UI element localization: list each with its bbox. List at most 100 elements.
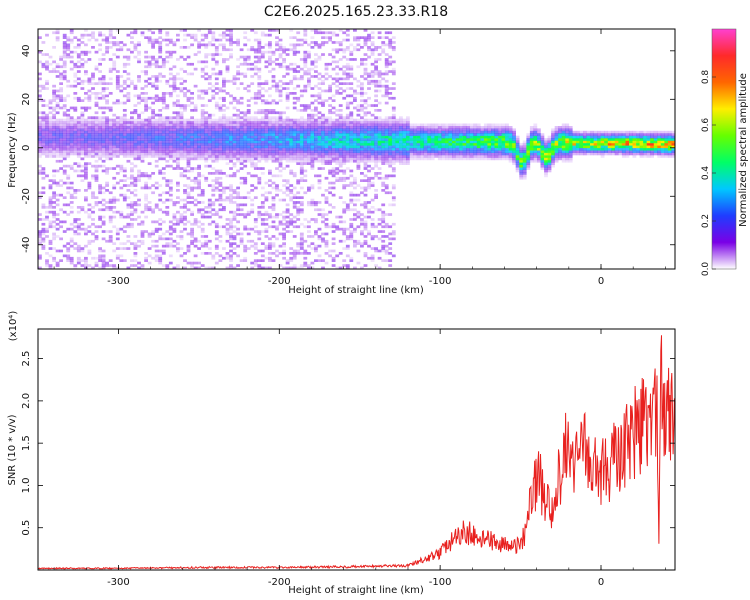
heatmap-cell (66, 55, 71, 59)
heatmap-cell (80, 121, 85, 124)
heatmap-cell (200, 152, 205, 156)
heatmap-cell (321, 155, 325, 158)
heatmap-cell (349, 126, 354, 129)
heatmap-cell (374, 193, 378, 197)
heatmap-cell (356, 249, 361, 253)
heatmap-cell (48, 264, 53, 267)
heatmap-cell (140, 87, 145, 90)
heatmap-cell (268, 252, 272, 255)
heatmap-cell (338, 123, 343, 127)
heatmap-cell (445, 157, 449, 161)
heatmap-cell (342, 169, 347, 173)
heatmap-cell (38, 121, 42, 124)
heatmap-cell (161, 191, 166, 195)
heatmap-cell (331, 206, 336, 209)
heatmap-cell (84, 123, 88, 127)
heatmap-cell (190, 196, 194, 199)
heatmap-cell (55, 36, 60, 39)
heatmap-cell (158, 145, 163, 149)
heatmap-cell (246, 172, 251, 175)
heatmap-cell (98, 138, 102, 141)
heatmap-cell (303, 70, 308, 73)
heatmap-cell (158, 116, 163, 119)
heatmap-cell (243, 181, 248, 185)
heatmap-cell (275, 193, 279, 197)
heatmap-cell (38, 242, 42, 245)
heatmap-cell (363, 77, 368, 81)
heatmap-cell (165, 145, 170, 149)
heatmap-cell (147, 138, 152, 141)
heatmap-cell (388, 60, 393, 64)
heatmap-cell (158, 113, 163, 117)
heatmap-cell (363, 264, 368, 267)
heatmap-cell (370, 206, 375, 209)
heatmap-cell (423, 140, 428, 144)
heatmap-cell (80, 126, 85, 129)
heatmap-cell (324, 213, 329, 216)
heatmap-cell (59, 237, 63, 241)
heatmap-cell (236, 126, 240, 129)
heatmap-cell (246, 147, 251, 151)
heatmap-cell (211, 147, 216, 151)
heatmap-cell (105, 172, 109, 175)
heatmap-cell (381, 118, 386, 122)
heatmap-cell (292, 70, 297, 73)
heatmap-cell (282, 130, 286, 134)
heatmap-cell (345, 254, 350, 258)
heatmap-cell (469, 123, 474, 127)
heatmap-cell (59, 159, 63, 163)
heatmap-cell (232, 128, 237, 132)
heatmap-cell (218, 53, 223, 56)
heatmap-cell (119, 116, 124, 119)
heatmap-cell (307, 244, 311, 248)
heatmap-cell (197, 167, 201, 170)
heatmap-cell (161, 38, 166, 42)
heatmap-cell (257, 46, 262, 49)
heatmap-cell (441, 138, 446, 141)
heatmap-cell (108, 147, 113, 151)
heatmap-cell (406, 121, 410, 124)
heatmap-cell (183, 266, 187, 269)
heatmap-cell (374, 150, 378, 153)
heatmap-cell (409, 126, 414, 129)
heatmap-cell (122, 179, 127, 182)
heatmap-cell (218, 123, 223, 127)
heatmap-cell (335, 225, 340, 229)
heatmap-cell (112, 118, 117, 122)
heatmap-cell (370, 237, 375, 241)
heatmap-cell (211, 72, 216, 76)
heatmap-cell (94, 155, 99, 158)
heatmap-cell (161, 142, 166, 146)
heatmap-cell (416, 142, 421, 146)
heatmap-cell (151, 55, 155, 59)
heatmap-cell (137, 133, 141, 136)
heatmap-cell (377, 109, 382, 112)
heatmap-cell (183, 70, 187, 73)
heatmap-cell (257, 67, 262, 71)
heatmap-cell (52, 92, 56, 95)
heatmap-cell (374, 135, 378, 139)
heatmap-cell (250, 118, 255, 122)
heatmap-cell (246, 210, 251, 214)
heatmap-cell (45, 264, 49, 267)
heatmap-cell (264, 138, 269, 141)
heatmap-cell (271, 77, 276, 81)
heatmap-cell (140, 145, 145, 149)
heatmap-cell (260, 126, 265, 129)
heatmap-cell (48, 138, 53, 141)
heatmap-cell (335, 84, 340, 88)
heatmap-cell (186, 140, 191, 144)
heatmap-cell (448, 130, 453, 134)
heatmap-cell (307, 123, 311, 127)
heatmap-cell (282, 87, 286, 90)
heatmap-cell (331, 140, 336, 144)
heatmap-cell (406, 145, 410, 149)
heatmap-cell (342, 38, 347, 42)
heatmap-cell (66, 145, 71, 149)
heatmap-cell (307, 140, 311, 144)
heatmap-cell (331, 130, 336, 134)
heatmap-cell (331, 259, 336, 262)
heatmap-cell (87, 186, 92, 190)
heatmap-cell (200, 157, 205, 161)
heatmap-cell (66, 130, 71, 134)
